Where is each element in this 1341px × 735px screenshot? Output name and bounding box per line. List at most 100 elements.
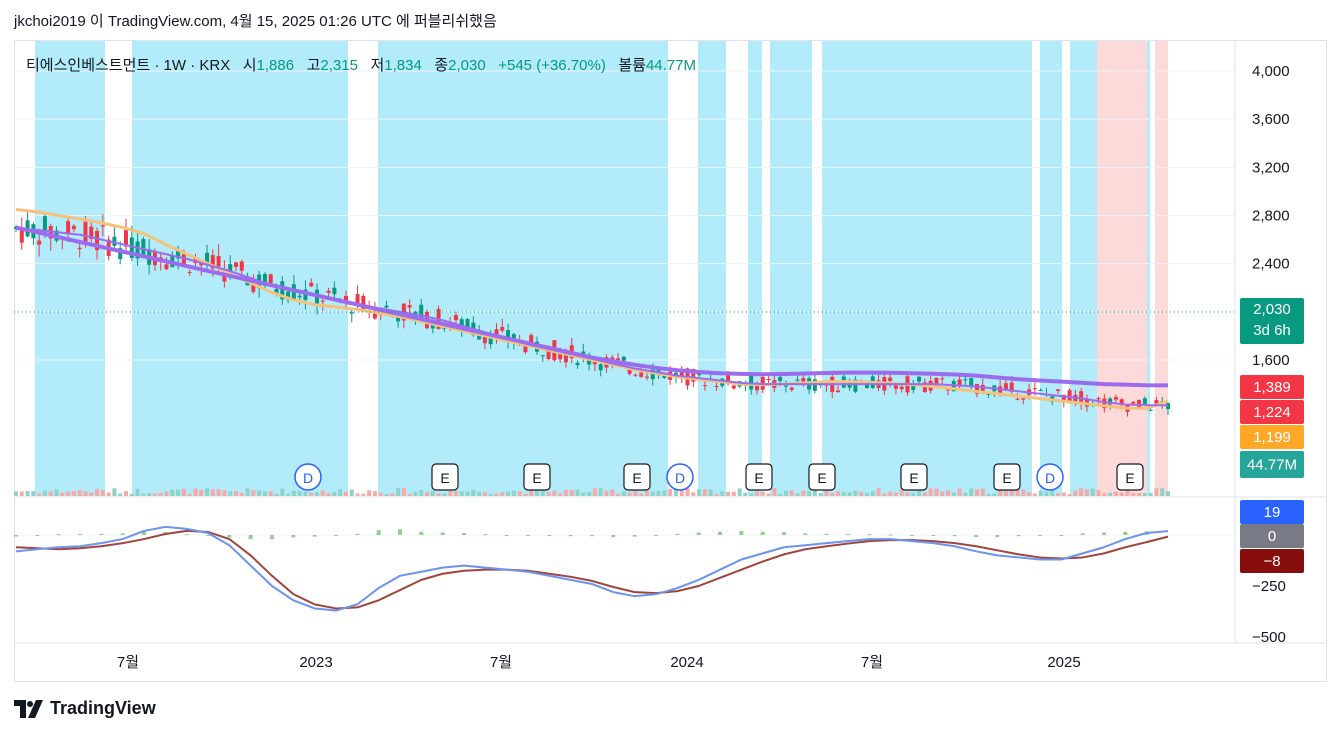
candle-body [453,315,458,321]
macd-hist-bar [56,534,61,536]
volume-bar [575,489,580,496]
volume-bar [1050,489,1055,496]
macd-hist-bar [611,535,616,538]
background-zones [35,41,1168,496]
volume-bar [743,492,748,496]
macd-hist-bar [739,530,744,535]
volume-bar [338,489,343,496]
macd-hist-bar [654,535,658,536]
volume-bar [754,491,759,496]
candle-body [974,383,979,394]
macd-hist-bar [718,531,722,535]
volume-bar [633,491,638,496]
volume-bar [129,493,134,496]
volume-bar [164,491,169,496]
candle-body [864,382,869,389]
volume-bar [1084,489,1089,496]
candle-body [83,221,88,242]
candle-body [286,291,291,300]
candle-body [1142,398,1147,405]
high-label: 고 [306,57,321,74]
tradingview-logo-icon [14,699,43,718]
macd-hist-bar [120,533,125,535]
ma-c-badge-text: 1,199 [1253,429,1291,446]
ma-a-badge [1240,375,1304,399]
candle-body [95,230,100,251]
macd-hist-badge [1240,500,1304,524]
macd-hist-bar [184,534,189,536]
macd-hist-bar [78,534,82,536]
last-price-badge [1240,298,1304,344]
volume-bar [425,492,430,496]
candle-body [980,385,985,393]
candle-body [1166,403,1170,409]
close-value: 2,030 [448,57,486,74]
volume-bar [592,488,597,496]
volume-bars [14,488,1170,496]
candle-body [1102,398,1107,409]
volume-bar [181,488,186,496]
chart-frame[interactable] [14,40,1327,682]
volume-bar [1166,491,1170,496]
candle-body [37,240,42,245]
volume-bar [112,488,117,496]
candle-body [100,225,105,227]
volume-bar [783,490,788,496]
volume-bar [71,491,76,496]
volume-bar [563,489,568,496]
macd-hist-bar [1038,535,1042,536]
candle-body [766,378,771,380]
candle-body [419,304,424,321]
volume-bar [685,488,690,496]
volume-bar [650,491,655,496]
candle-body [946,389,951,391]
volume-bar [801,490,806,496]
symbol-name: 티에스인베스트먼트 · 1W · KRX [26,57,231,74]
candle-body [969,378,974,387]
candle-body [754,385,759,391]
ma-short-line [15,207,1169,410]
macd-hist-bar [995,535,1000,538]
candle-body [181,254,186,266]
volume-bar [187,493,192,496]
volume-bar [31,491,36,496]
volume-bar [992,493,997,496]
time-tick: 7월 [490,654,512,671]
volume-bar [668,488,673,496]
macd-signal-badge [1240,549,1304,573]
earnings-event-icon [745,463,773,491]
candle-body [482,336,487,344]
volume-bar [355,493,360,496]
candle-body [940,378,945,380]
volume-bar [1119,492,1124,496]
macd-hist-bar [888,534,893,536]
price-tick: 2,400 [1252,256,1290,273]
candle-body [778,376,783,382]
macd-hist-bar [696,532,701,535]
volume-bar [361,493,366,496]
candle-body [1032,388,1037,390]
volume-bar [824,489,829,496]
footer[interactable]: TradingView [14,698,156,719]
macd-hist-bar [632,535,637,537]
volume-bar [1038,490,1043,496]
macd-pane [14,525,1235,612]
macd-hist-bar [1059,535,1064,536]
volume-bar [1056,493,1061,496]
volume-bar [1113,491,1118,496]
volume-bar [1142,493,1147,496]
volume-bar [998,489,1003,496]
volume-bar [83,491,88,496]
open-value: 1,886 [256,57,295,74]
volume-bar [1108,492,1113,496]
candle-body [355,294,360,306]
symbol-legend[interactable]: 티에스인베스트먼트 · 1W · KRX 시1,886 고2,315 저1,83… [26,54,696,75]
volume-bar [864,492,869,496]
candle-body [592,361,597,365]
macd-hist-bar [760,531,765,535]
volume-bar [749,493,754,496]
volume-bar [523,493,528,496]
price-tick: 2,800 [1252,208,1290,225]
candle-body [268,274,273,284]
